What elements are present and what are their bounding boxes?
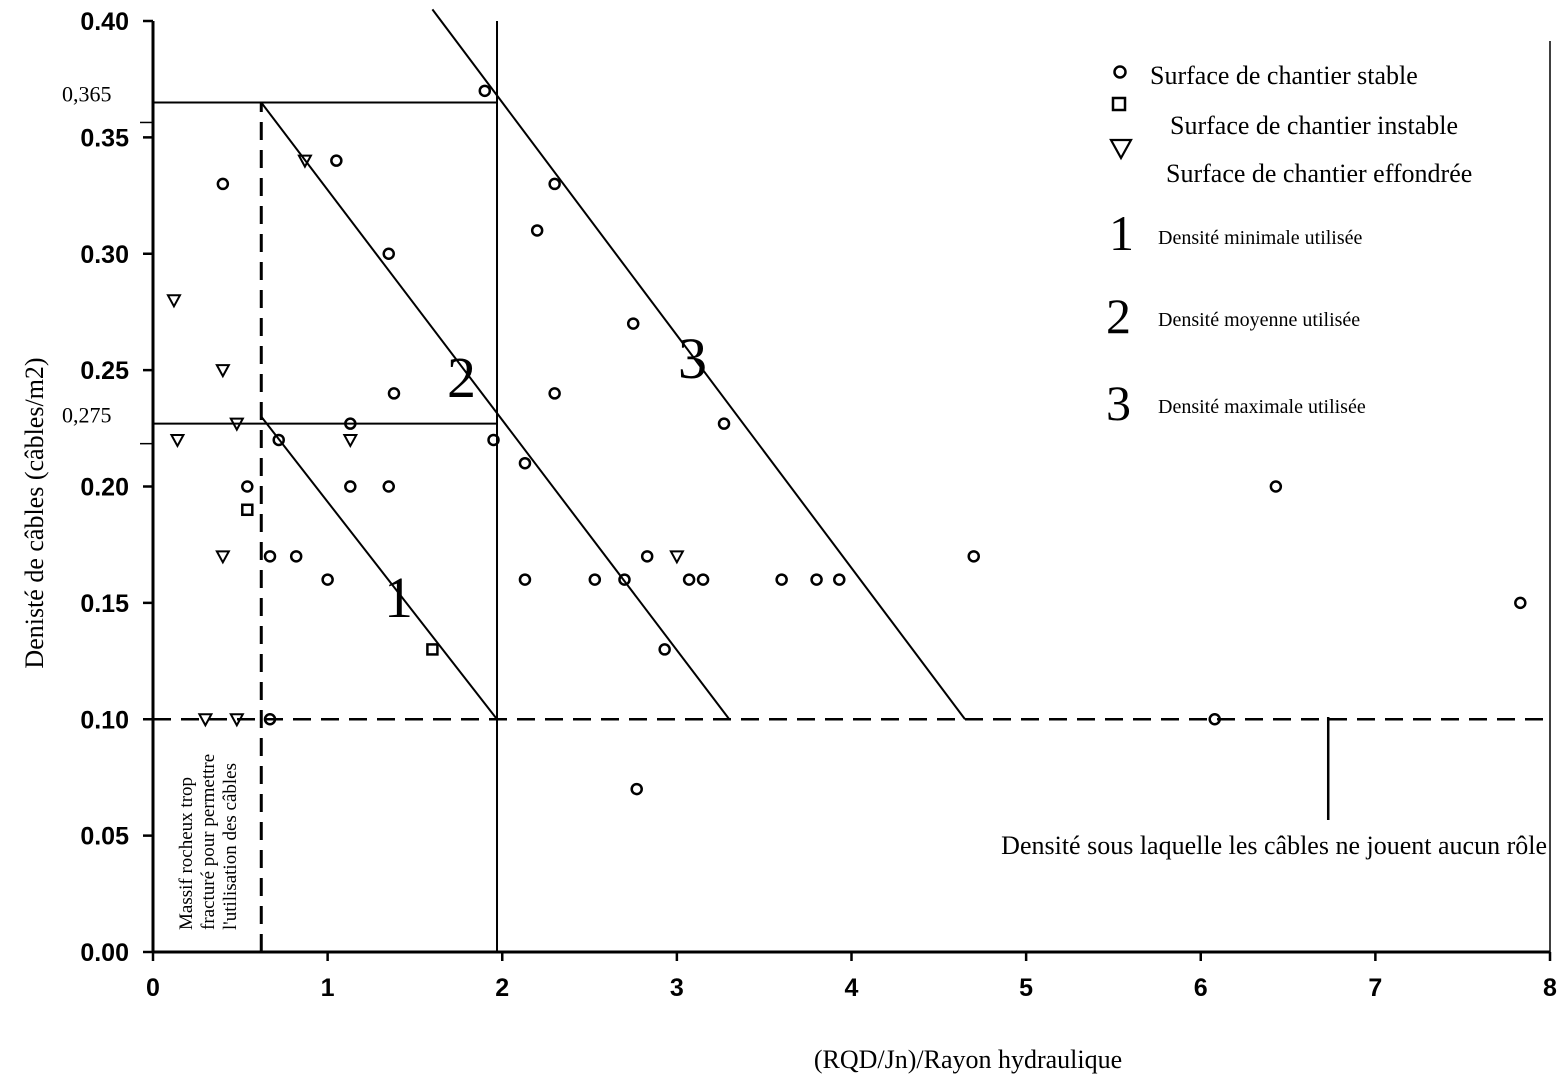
stable-point: [717, 417, 731, 430]
stable-point: [1208, 713, 1221, 726]
legend-1-symbol: 1: [1109, 205, 1134, 261]
stable-point: [618, 573, 631, 586]
stable-point: [696, 573, 710, 586]
collapsed-point: [169, 433, 186, 449]
stable-point: [382, 247, 395, 260]
unstable-point: [426, 643, 439, 656]
x-tick-label: 8: [1543, 974, 1557, 1002]
x-tick-label: 1: [321, 974, 335, 1002]
collapsed-point: [197, 713, 214, 728]
x-tick-label: 5: [1019, 974, 1033, 1002]
stable-point: [833, 573, 846, 586]
threshold-annotation: Densité sous laquelle les câbles ne joue…: [1001, 831, 1547, 860]
x-tick-label: 7: [1368, 974, 1382, 1002]
stable-point: [518, 573, 532, 586]
stable-point: [344, 480, 357, 493]
stable-point: [548, 387, 561, 400]
stable-point: [775, 573, 788, 586]
stable-point: [1269, 480, 1283, 493]
y-tick-label: 0.15: [80, 590, 129, 618]
legend-2-label: Densité moyenne utilisée: [1158, 309, 1360, 331]
legend: Surface de chantier stable Surface de ch…: [1106, 61, 1472, 431]
y-tick-label: 0.00: [80, 939, 129, 967]
unstable-point: [241, 503, 254, 517]
legend-collapsed-label: Surface de chantier effondrée: [1166, 159, 1472, 188]
stable-point: [216, 177, 230, 191]
data-points: [166, 84, 1527, 796]
legend-3-symbol: 3: [1106, 375, 1131, 431]
legend-triangle-marker: [1109, 138, 1133, 161]
x-tick-label: 2: [495, 974, 509, 1002]
stable-point: [630, 782, 643, 796]
stable-point: [478, 84, 492, 98]
stable-point: [344, 417, 357, 430]
density-lines: [260, 8, 966, 720]
fractured-rock-line-2: fracturé pour permettre: [198, 754, 219, 930]
legend-circle-marker: [1113, 65, 1127, 79]
stable-point: [548, 177, 561, 191]
collapsed-point: [229, 713, 245, 728]
stable-point: [588, 573, 602, 586]
y-tick-label: 0.40: [80, 8, 129, 36]
legend-square-marker: [1111, 96, 1127, 112]
fractured-rock-annotation: Massif rocheux trop fracturé pour permet…: [176, 754, 241, 930]
y-tick-label: 0.20: [80, 474, 129, 502]
collapsed-point: [215, 364, 231, 379]
x-tick-label: 3: [670, 974, 684, 1002]
fractured-rock-line-3: l'utilisation des câbles: [220, 763, 241, 930]
collapsed-point: [229, 417, 245, 432]
x-tick-label: 6: [1194, 974, 1208, 1002]
line-1-label: 1: [384, 565, 413, 630]
axis-ticks: 0 1 2 3 4 5 6 7 8 0.00 0.05 0.10 0.15 0.20 0.25 0.30 0.3…: [62, 8, 1557, 1002]
stable-point: [530, 224, 544, 237]
stable-point: [658, 643, 671, 656]
line-3-label: 3: [678, 326, 707, 391]
y-tick-label: 0.25: [80, 357, 129, 385]
y-extra-tick-label: 0,365: [62, 81, 112, 106]
collapsed-point: [215, 550, 231, 565]
stable-point: [682, 573, 696, 586]
y-extra-tick-label: 0,275: [62, 403, 112, 428]
line-2-label: 2: [447, 345, 476, 410]
legend-1-label: Densité minimale utilisée: [1158, 227, 1363, 249]
stable-point: [1514, 596, 1527, 610]
collapsed-point: [342, 433, 359, 449]
stable-point: [967, 550, 980, 563]
density-line-3: [431, 8, 966, 720]
stable-point: [272, 433, 285, 447]
reference-lines: [153, 21, 1550, 952]
y-tick-label: 0.30: [80, 241, 129, 269]
stable-point: [487, 433, 500, 447]
stable-point: [640, 550, 654, 563]
stable-point: [321, 573, 334, 586]
legend-2-symbol: 2: [1106, 288, 1131, 344]
stable-point: [289, 550, 303, 563]
x-tick-label: 4: [845, 974, 859, 1002]
density-line-1: [260, 416, 498, 720]
stable-point: [330, 154, 343, 167]
stable-point: [626, 317, 640, 330]
stable-point: [263, 550, 277, 563]
legend-3-label: Densité maximale utilisée: [1158, 396, 1366, 418]
y-tick-label: 0.35: [80, 124, 129, 152]
density-line-2: [260, 101, 731, 720]
y-tick-label: 0.10: [80, 706, 129, 734]
collapsed-point: [669, 550, 685, 565]
legend-stable-label: Surface de chantier stable: [1150, 61, 1418, 90]
stable-point: [518, 456, 532, 470]
fractured-rock-line-1: Massif rocheux trop: [176, 777, 197, 930]
y-axis-title: Denisté de câbles (câbles/m2): [20, 357, 49, 668]
stable-point: [241, 480, 254, 493]
stable-point: [810, 573, 823, 586]
x-axis-title: (RQD/Jn)/Rayon hydraulique: [814, 1045, 1122, 1074]
y-tick-label: 0.05: [80, 823, 129, 851]
x-tick-label: 0: [146, 974, 160, 1002]
stable-point: [387, 387, 401, 400]
collapsed-point: [297, 154, 313, 169]
collapsed-point: [166, 294, 182, 309]
stable-point: [382, 480, 395, 493]
stable-point: [263, 713, 277, 726]
legend-unstable-label: Surface de chantier instable: [1170, 111, 1458, 140]
